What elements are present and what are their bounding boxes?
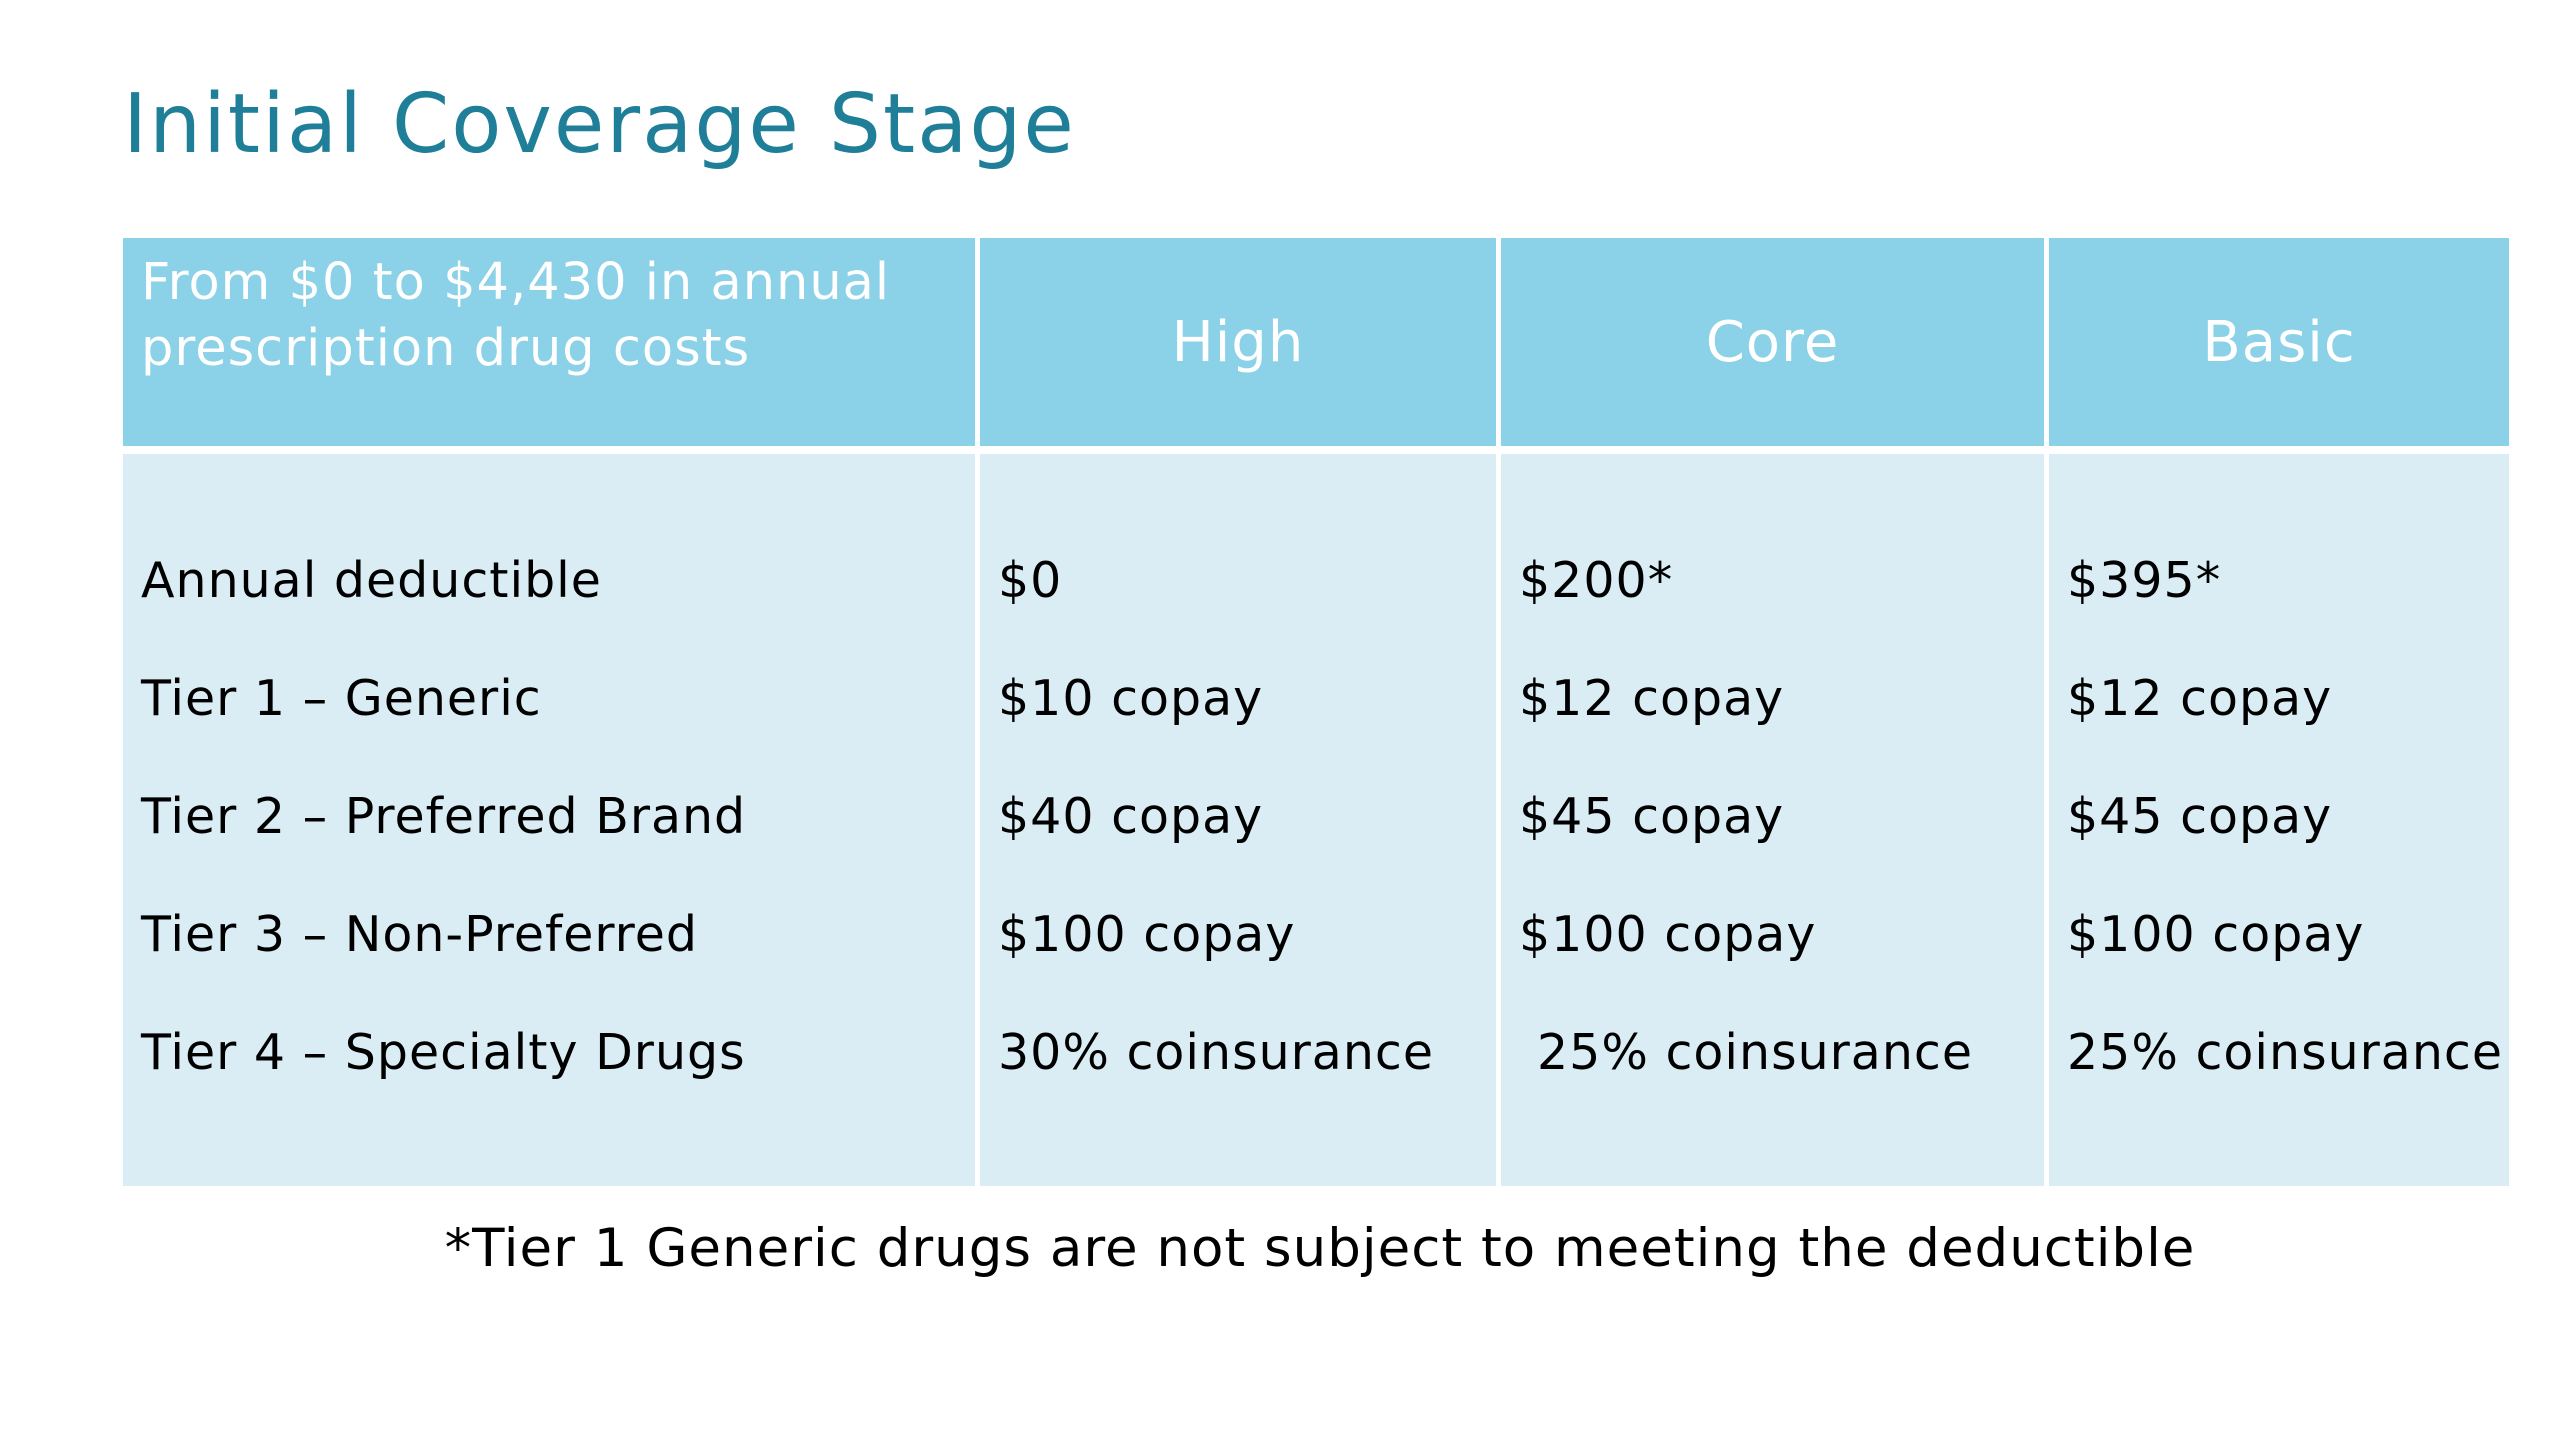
- row-label-tier-4: Tier 4 – Specialty Drugs: [141, 1024, 746, 1081]
- cost-range-label: From $0 to $4,430 in annual prescription…: [141, 250, 890, 382]
- table-header-row: From $0 to $4,430 in annual prescription…: [123, 238, 2509, 446]
- header-cell-high: High: [980, 238, 1496, 446]
- core-tier-2: $45 copay: [1519, 788, 1785, 845]
- plan-name-high: High: [1171, 310, 1305, 375]
- high-tier-3: $100 copay: [998, 906, 1296, 963]
- plan-name-basic: Basic: [2202, 310, 2356, 375]
- basic-tier-4: 25% coinsurance: [2067, 1024, 2503, 1081]
- table-body: Annual deductible Tier 1 – Generic Tier …: [123, 454, 2509, 1186]
- high-tier-1: $10 copay: [998, 670, 1264, 727]
- high-plan-column: $0 $10 copay $40 copay $100 copay 30% co…: [980, 454, 1496, 1186]
- basic-deductible: $395*: [2067, 552, 2222, 609]
- header-cell-basic: Basic: [2049, 238, 2509, 446]
- core-tier-3: $100 copay: [1519, 906, 1817, 963]
- core-tier-1: $12 copay: [1519, 670, 1785, 727]
- header-cell-cost-range: From $0 to $4,430 in annual prescription…: [123, 238, 975, 446]
- row-label-tier-1: Tier 1 – Generic: [141, 670, 542, 727]
- cost-range-line-2: prescription drug costs: [141, 319, 751, 378]
- row-label-tier-3: Tier 3 – Non-Preferred: [141, 906, 699, 963]
- basic-tier-2: $45 copay: [2067, 788, 2333, 845]
- row-labels-column: Annual deductible Tier 1 – Generic Tier …: [123, 454, 975, 1186]
- cost-range-line-1: From $0 to $4,430 in annual: [141, 253, 891, 312]
- row-label-tier-2: Tier 2 – Preferred Brand: [141, 788, 747, 845]
- high-tier-2: $40 copay: [998, 788, 1264, 845]
- row-label-deductible: Annual deductible: [141, 552, 602, 609]
- high-tier-4: 30% coinsurance: [998, 1024, 1434, 1081]
- core-deductible: $200*: [1519, 552, 1674, 609]
- core-tier-4: 25% coinsurance: [1537, 1024, 1973, 1081]
- basic-tier-1: $12 copay: [2067, 670, 2333, 727]
- basic-tier-3: $100 copay: [2067, 906, 2365, 963]
- high-deductible: $0: [998, 552, 1063, 609]
- header-cell-core: Core: [1501, 238, 2044, 446]
- plan-name-core: Core: [1705, 310, 1840, 375]
- deductible-footnote: *Tier 1 Generic drugs are not subject to…: [444, 1218, 2196, 1279]
- coverage-table: From $0 to $4,430 in annual prescription…: [123, 238, 2509, 1186]
- core-plan-column: $200* $12 copay $45 copay $100 copay 25%…: [1501, 454, 2044, 1186]
- basic-plan-column: $395* $12 copay $45 copay $100 copay 25%…: [2049, 454, 2509, 1186]
- page-title: Initial Coverage Stage: [123, 77, 1076, 172]
